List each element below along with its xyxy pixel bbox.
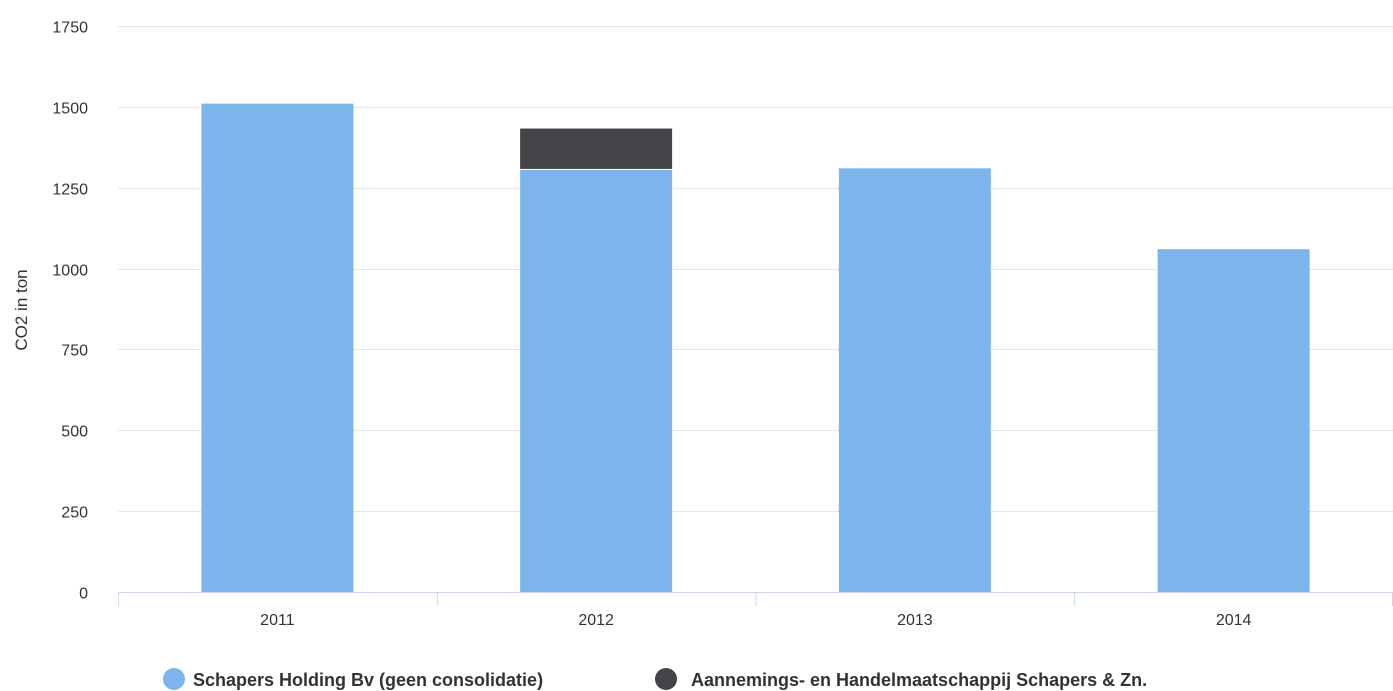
y-tick-label: 750	[61, 343, 88, 360]
legend-label: Schapers Holding Bv (geen consolidatie)	[193, 670, 543, 690]
y-tick-label: 500	[61, 424, 88, 441]
y-tick-label: 1000	[52, 263, 88, 280]
y-axis-title: CO2 in ton	[12, 269, 31, 350]
y-tick-label: 1250	[52, 182, 88, 199]
bar-2012-series-0	[520, 169, 673, 592]
bar-2014-series-0	[1157, 249, 1310, 592]
bars	[201, 103, 1310, 592]
x-tick-label: 2012	[578, 612, 614, 629]
bar-2013-series-0	[838, 168, 991, 592]
y-tick-label: 1500	[52, 101, 88, 118]
x-tick-label: 2013	[897, 612, 933, 629]
legend-item-0: Schapers Holding Bv (geen consolidatie)	[163, 668, 543, 690]
x-tick-label: 2011	[260, 612, 295, 629]
x-tick-label: 2014	[1216, 612, 1252, 629]
legend-marker	[163, 668, 185, 690]
x-axis: 2011 2012 2013 2014	[118, 592, 1393, 629]
bar-2011-series-0	[201, 103, 354, 592]
legend-marker	[655, 668, 677, 690]
y-tick-label: 0	[79, 586, 88, 603]
y-axis-ticks: 0 250 500 750 1000 1250 1500 1750	[52, 20, 88, 603]
y-tick-label: 1750	[52, 20, 88, 37]
legend-item-1: Aannemings- en Handelmaatschappij Schape…	[655, 668, 1147, 690]
y-tick-label: 250	[61, 505, 88, 522]
legend: Schapers Holding Bv (geen consolidatie) A…	[163, 668, 1147, 690]
legend-label: Aannemings- en Handelmaatschappij Schape…	[691, 670, 1147, 690]
bar-2012-series-1	[520, 128, 673, 169]
